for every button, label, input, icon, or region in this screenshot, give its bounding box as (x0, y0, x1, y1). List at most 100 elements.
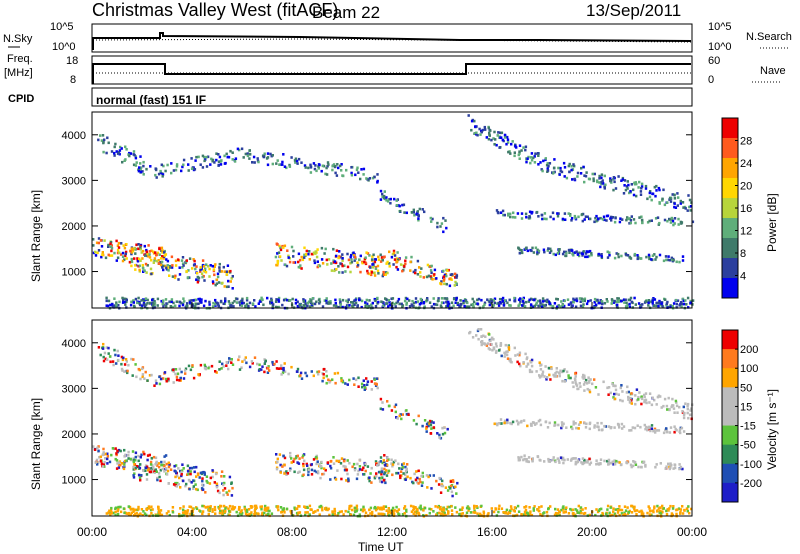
echo-cell (304, 513, 307, 517)
echo-cell (373, 260, 377, 264)
echo-cell (292, 261, 295, 264)
echo-cell (518, 353, 521, 357)
echo-cell (160, 246, 164, 250)
echo-cell (268, 509, 271, 513)
echo-cell (517, 422, 520, 426)
echo-cell (213, 481, 216, 484)
echo-cell (141, 373, 145, 376)
echo-cell (313, 302, 317, 306)
echo-cell (282, 246, 285, 249)
echo-cell (526, 249, 529, 253)
echo-cell (521, 298, 524, 301)
echo-cell (122, 356, 125, 360)
echo-cell (634, 402, 637, 406)
echo-cell (275, 242, 278, 246)
echo-cell (161, 467, 164, 471)
echo-cell (679, 508, 683, 511)
echo-cell (681, 512, 685, 515)
echo-cell (554, 511, 558, 515)
echo-cell (429, 269, 433, 272)
echo-cell (385, 474, 389, 477)
ytick-label: 4000 (62, 130, 86, 142)
echo-cell (221, 512, 224, 515)
echo-cell (196, 280, 200, 284)
echo-cell (445, 508, 448, 511)
echo-cell (245, 298, 249, 302)
echo-cell (117, 508, 120, 511)
echo-cell (470, 119, 474, 123)
echo-cell (349, 270, 352, 274)
echo-cell (364, 511, 368, 515)
echo-cell (276, 506, 279, 509)
echo-cell (296, 162, 299, 165)
echo-cell (522, 146, 525, 149)
echo-cell (279, 248, 283, 252)
echo-cell (246, 152, 249, 155)
echo-cell (208, 267, 211, 271)
echo-cell (660, 406, 663, 409)
echo-cell (260, 507, 263, 511)
echo-cell (109, 513, 112, 516)
echo-cell (357, 298, 361, 302)
echo-cell (319, 476, 322, 480)
echo-cell (398, 467, 401, 470)
echo-cell (140, 508, 144, 511)
echo-cell (557, 166, 560, 170)
echo-cell (635, 182, 638, 186)
echo-cell (671, 513, 674, 517)
echo-cell (306, 304, 309, 308)
echo-cell (320, 460, 323, 464)
echo-cell (211, 510, 214, 513)
echo-cell (539, 161, 542, 164)
echo-cell (581, 254, 584, 257)
echo-cell (174, 368, 178, 371)
echo-cell (475, 133, 478, 136)
echo-cell (171, 275, 175, 278)
echo-cell (322, 373, 325, 376)
echo-cell (341, 271, 344, 274)
echo-cell (317, 372, 320, 376)
echo-cell (531, 298, 534, 301)
echo-cell (594, 216, 597, 220)
echo-cell (277, 305, 281, 309)
echo-cell (178, 476, 181, 480)
echo-cell (393, 405, 396, 409)
echo-cell (556, 298, 559, 301)
echo-cell (531, 457, 534, 460)
echo-cell (493, 422, 496, 426)
echo-cell (491, 305, 494, 309)
echo-cell (422, 509, 425, 512)
echo-cell (139, 463, 142, 466)
echo-cell (226, 493, 229, 496)
echo-cell (137, 247, 140, 251)
xtick-label: 12:00 (377, 525, 407, 539)
echo-cell (267, 365, 270, 368)
echo-cell (391, 463, 395, 466)
echo-cell (144, 254, 147, 257)
echo-cell (365, 251, 368, 254)
echo-cell (132, 358, 135, 361)
echo-cell (658, 299, 661, 303)
echo-cell (443, 278, 446, 281)
echo-cell (588, 457, 591, 461)
echo-cell (506, 135, 509, 139)
echo-cell (675, 306, 678, 309)
echo-cell (432, 421, 435, 424)
echo-cell (385, 509, 388, 512)
echo-cell (228, 302, 231, 305)
echo-cell (633, 252, 637, 256)
echo-cell (377, 463, 380, 466)
echo-cell (438, 476, 441, 480)
echo-cell (401, 269, 404, 273)
echo-cell (174, 168, 178, 172)
echo-cell (508, 304, 511, 307)
echo-cell (603, 459, 606, 463)
echo-cell (633, 181, 636, 185)
echo-cell (202, 265, 206, 268)
echo-cell (558, 173, 561, 176)
echo-cell (372, 253, 375, 257)
echo-cell (151, 464, 154, 467)
echo-cell (579, 300, 582, 303)
echo-cell (242, 156, 245, 159)
echo-cell (527, 155, 530, 159)
